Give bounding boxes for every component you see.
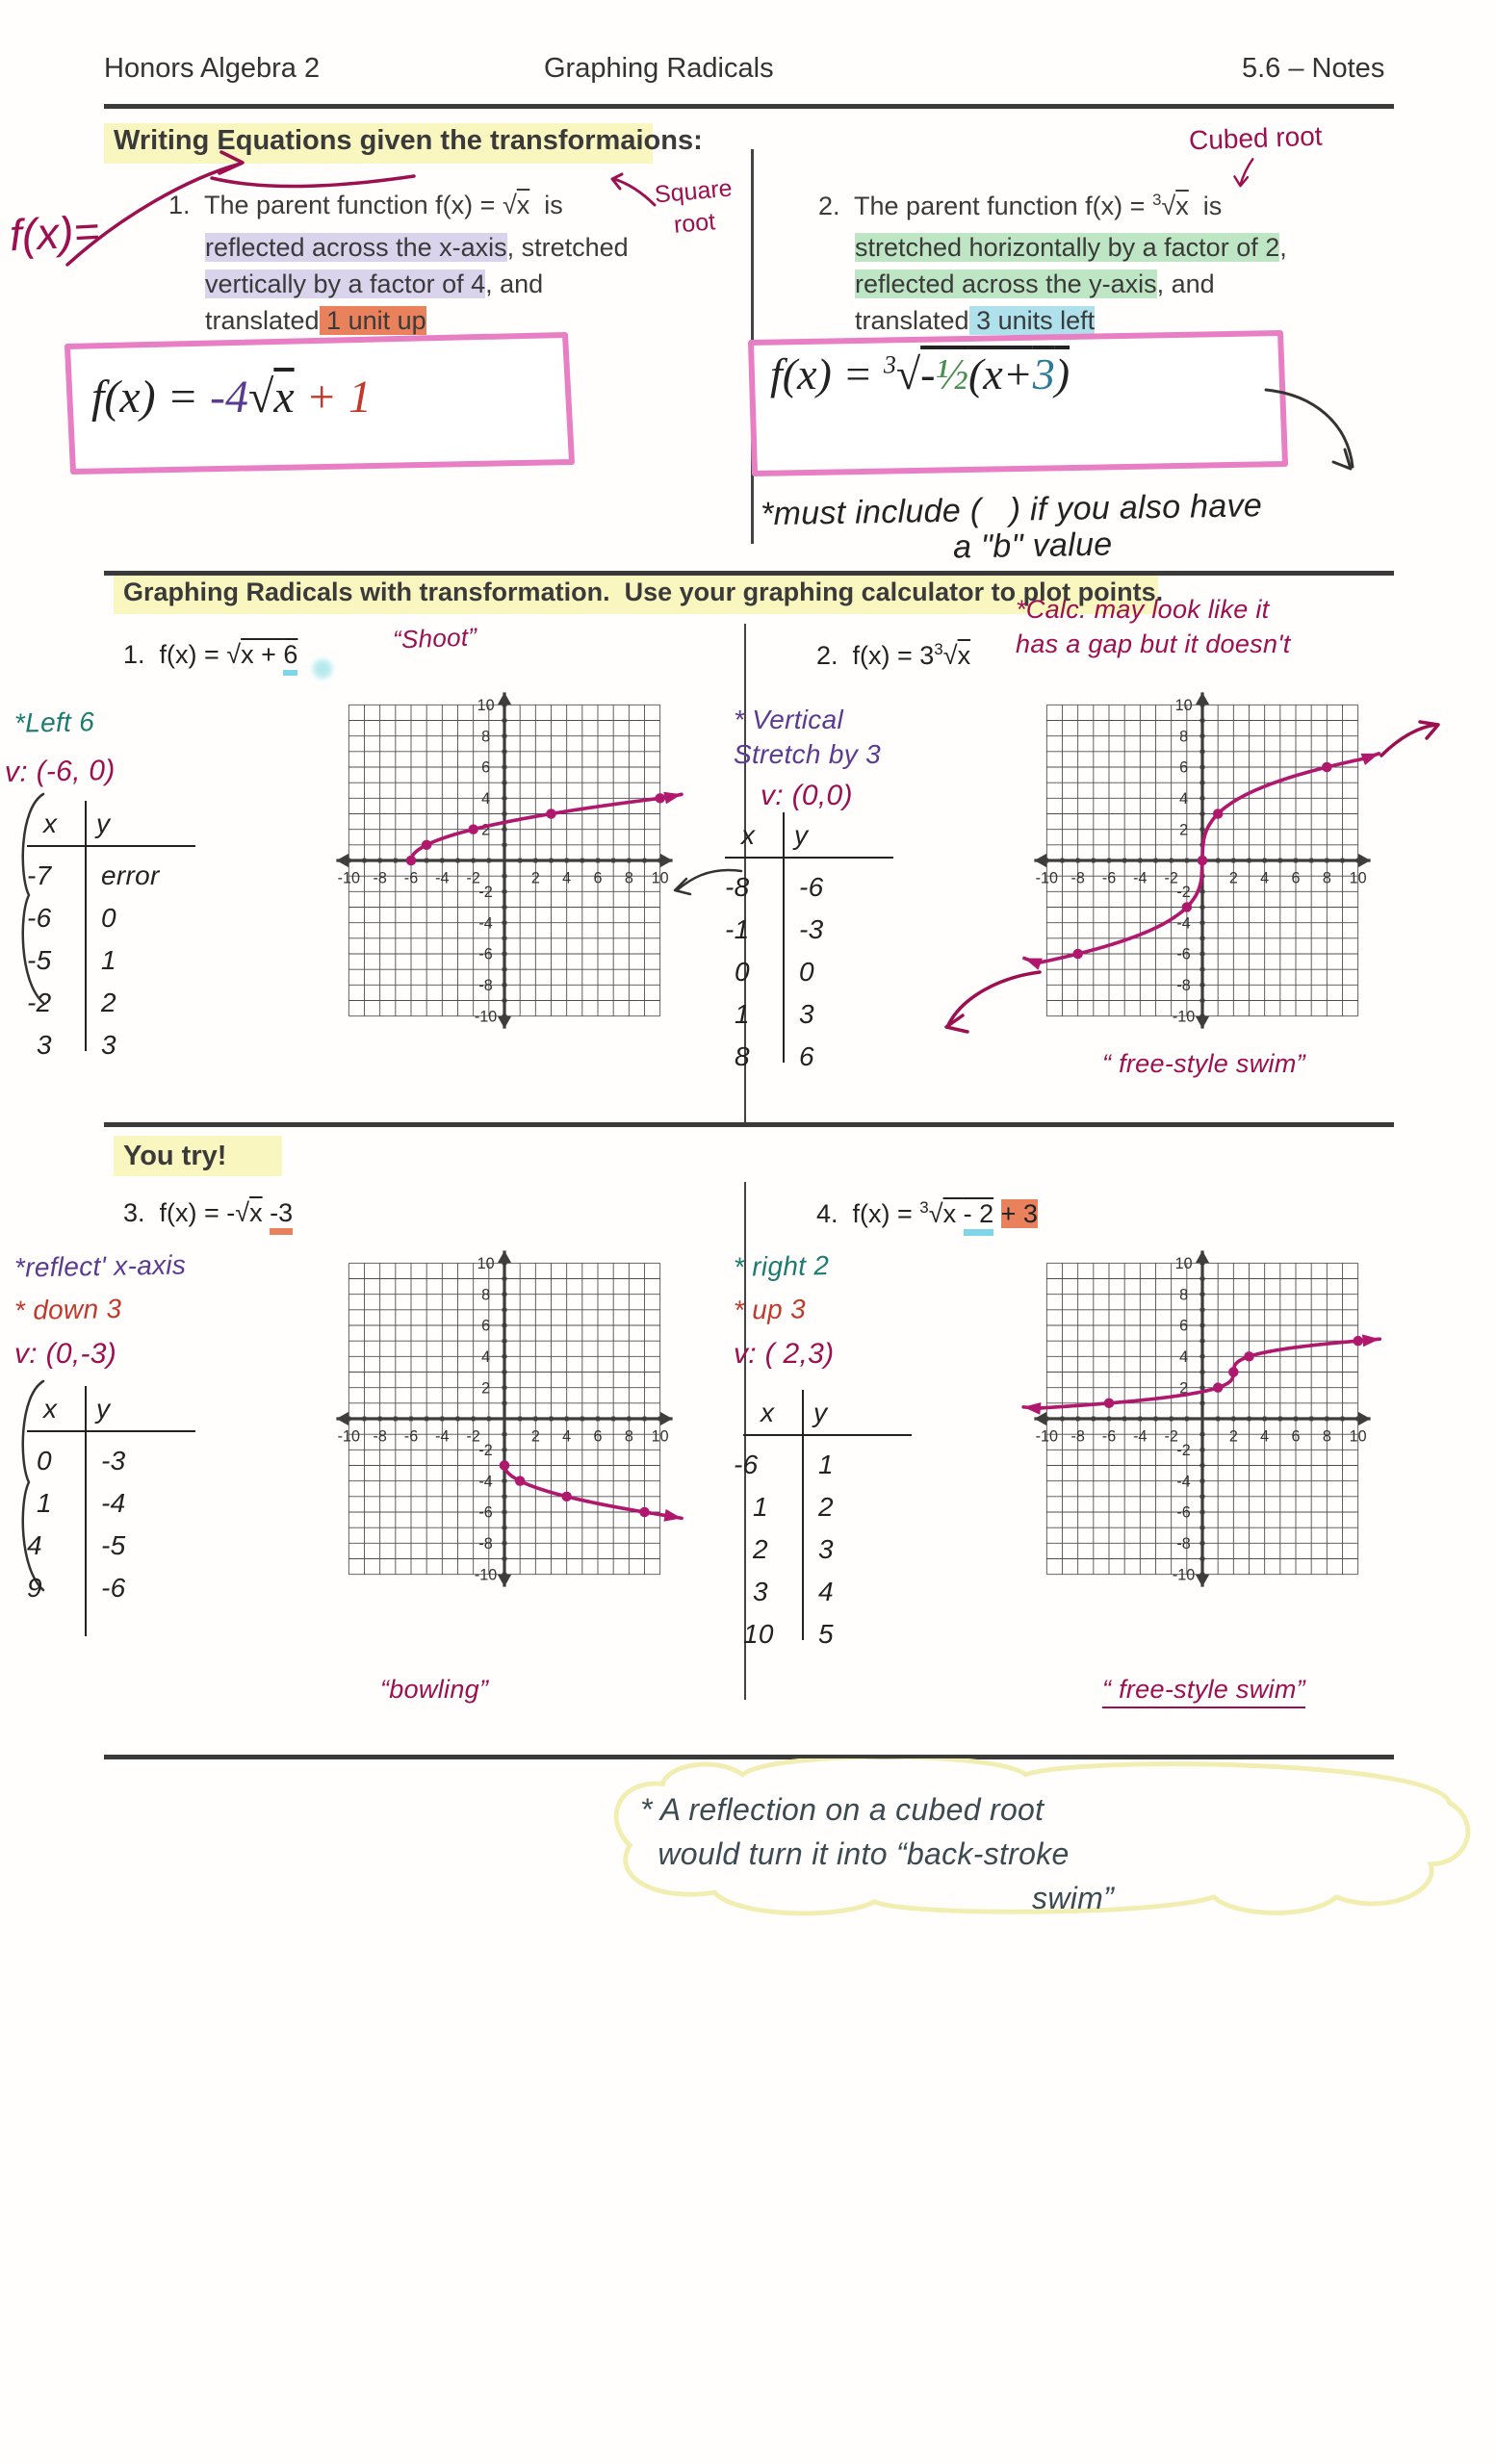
svg-text:4: 4 — [562, 869, 571, 886]
svg-text:-8: -8 — [1176, 1535, 1190, 1553]
svg-text:6: 6 — [594, 1427, 603, 1445]
svg-text:-4: -4 — [1176, 1473, 1190, 1490]
svg-text:-10: -10 — [475, 1008, 497, 1025]
svg-text:8: 8 — [625, 869, 633, 886]
svg-text:-6: -6 — [404, 869, 418, 886]
svg-text:4: 4 — [481, 790, 490, 808]
svg-text:10: 10 — [652, 869, 669, 886]
svg-text:-8: -8 — [478, 977, 492, 994]
svg-text:-4: -4 — [478, 1473, 492, 1490]
svg-text:2: 2 — [1179, 821, 1188, 838]
svg-text:-10: -10 — [338, 1427, 360, 1445]
svg-text:2: 2 — [1229, 1427, 1238, 1445]
svg-text:2: 2 — [531, 1427, 540, 1445]
svg-text:-4: -4 — [478, 914, 492, 932]
svg-text:-8: -8 — [373, 869, 386, 886]
svg-text:6: 6 — [1292, 1427, 1301, 1445]
svg-text:-2: -2 — [478, 884, 492, 901]
svg-text:8: 8 — [1179, 1286, 1188, 1303]
svg-text:4: 4 — [1260, 1427, 1269, 1445]
svg-text:-10: -10 — [475, 1566, 497, 1583]
svg-text:8: 8 — [481, 1286, 490, 1303]
svg-text:6: 6 — [1179, 759, 1188, 777]
svg-text:-8: -8 — [1176, 977, 1190, 994]
svg-text:6: 6 — [481, 1318, 490, 1335]
svg-text:2: 2 — [481, 821, 490, 838]
svg-text:-10: -10 — [1036, 1427, 1058, 1445]
svg-text:-4: -4 — [1133, 1427, 1147, 1445]
svg-text:2: 2 — [531, 869, 540, 886]
svg-text:-6: -6 — [1176, 1504, 1190, 1522]
svg-text:4: 4 — [562, 1427, 571, 1445]
svg-text:-4: -4 — [1176, 914, 1190, 932]
svg-text:-8: -8 — [478, 1535, 492, 1553]
svg-text:8: 8 — [625, 1427, 633, 1445]
svg-text:-2: -2 — [1176, 884, 1190, 901]
svg-text:-8: -8 — [1070, 869, 1084, 886]
svg-text:-6: -6 — [1176, 946, 1190, 963]
svg-text:2: 2 — [1229, 869, 1238, 886]
svg-text:10: 10 — [477, 1255, 495, 1272]
svg-text:10: 10 — [1175, 697, 1193, 714]
svg-text:-6: -6 — [1102, 869, 1116, 886]
svg-text:4: 4 — [1260, 869, 1269, 886]
svg-text:2: 2 — [481, 1379, 490, 1397]
svg-text:6: 6 — [481, 759, 490, 777]
svg-text:-6: -6 — [404, 1427, 418, 1445]
svg-text:-8: -8 — [1070, 1427, 1084, 1445]
svg-text:-10: -10 — [1173, 1566, 1195, 1583]
svg-text:-6: -6 — [478, 946, 492, 963]
svg-text:-10: -10 — [338, 869, 360, 886]
svg-text:-10: -10 — [1173, 1008, 1195, 1025]
svg-text:6: 6 — [1292, 869, 1301, 886]
svg-text:-2: -2 — [478, 1442, 492, 1459]
svg-text:10: 10 — [652, 1427, 669, 1445]
svg-text:10: 10 — [1350, 1427, 1367, 1445]
svg-text:4: 4 — [481, 1348, 490, 1366]
svg-text:8: 8 — [1323, 869, 1331, 886]
svg-text:4: 4 — [1179, 790, 1188, 808]
svg-text:4: 4 — [1179, 1348, 1188, 1366]
svg-text:-8: -8 — [373, 1427, 386, 1445]
svg-text:-6: -6 — [478, 1504, 492, 1522]
svg-text:-10: -10 — [1036, 869, 1058, 886]
svg-text:8: 8 — [1323, 1427, 1331, 1445]
svg-text:-4: -4 — [1133, 869, 1147, 886]
svg-text:10: 10 — [1350, 869, 1367, 886]
svg-text:6: 6 — [1179, 1318, 1188, 1335]
svg-text:-6: -6 — [1102, 1427, 1116, 1445]
svg-text:6: 6 — [594, 869, 603, 886]
svg-text:-4: -4 — [435, 869, 449, 886]
svg-text:8: 8 — [481, 728, 490, 745]
svg-text:10: 10 — [477, 697, 495, 714]
svg-text:-2: -2 — [1176, 1442, 1190, 1459]
svg-text:-4: -4 — [435, 1427, 449, 1445]
svg-text:8: 8 — [1179, 728, 1188, 745]
svg-text:10: 10 — [1175, 1255, 1193, 1272]
